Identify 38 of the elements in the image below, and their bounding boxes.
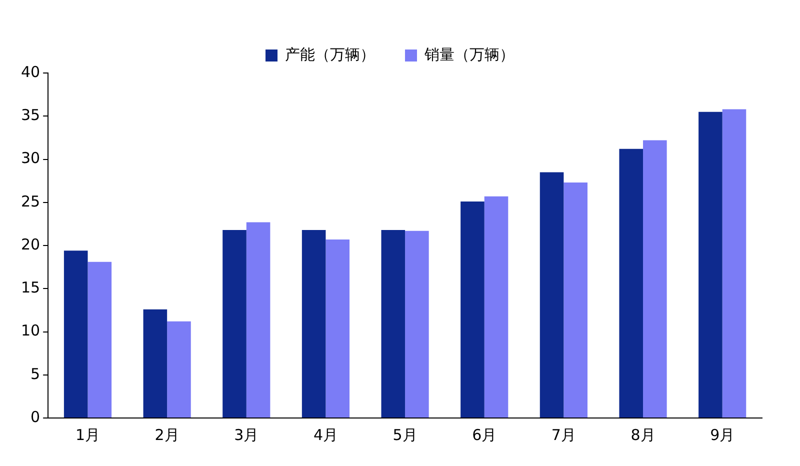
y-tick-label: 40 (20, 62, 40, 81)
x-tick-label: 6月 (472, 426, 497, 444)
x-tick-label: 2月 (154, 426, 180, 444)
legend-label: 销量（万辆） (424, 45, 514, 64)
y-tick-label: 20 (20, 235, 40, 254)
bar (460, 202, 484, 418)
bar (540, 172, 564, 418)
legend-label: 产能（万辆） (285, 45, 375, 64)
bar (564, 182, 588, 418)
bar (722, 109, 746, 418)
bar (167, 321, 191, 418)
x-tick-label: 7月 (551, 426, 576, 444)
y-tick-label: 5 (30, 364, 40, 383)
x-tick-label: 1月 (75, 426, 100, 444)
x-tick-label: 5月 (392, 426, 418, 444)
bar (222, 230, 246, 418)
bar (302, 230, 326, 418)
x-tick-label: 3月 (234, 426, 259, 444)
bar (143, 309, 168, 418)
x-tick-label: 4月 (313, 426, 338, 444)
y-tick-label: 30 (20, 149, 40, 168)
bar (64, 250, 88, 418)
bar (484, 196, 508, 418)
bar (643, 140, 667, 418)
bar (88, 262, 112, 418)
bar (246, 222, 270, 418)
y-tick-label: 25 (20, 192, 40, 210)
y-tick-label: 15 (20, 278, 40, 297)
bar (326, 239, 350, 418)
x-tick-label: 8月 (630, 426, 656, 444)
bar (698, 112, 722, 418)
y-tick-label: 10 (20, 322, 40, 340)
bar (381, 230, 406, 418)
y-tick-label: 0 (30, 408, 40, 426)
y-tick-label: 35 (20, 106, 40, 124)
bar (619, 148, 644, 418)
x-tick-label: 9月 (710, 426, 735, 444)
bar (405, 230, 429, 418)
